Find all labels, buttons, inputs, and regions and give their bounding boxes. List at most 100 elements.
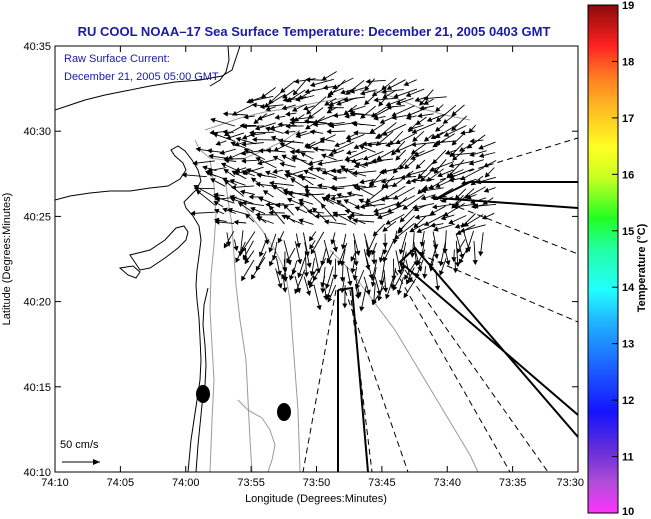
- current-vector-head: [329, 184, 335, 191]
- current-vector-head: [365, 252, 371, 258]
- current-vector-head: [399, 174, 406, 181]
- current-vector: [224, 180, 244, 197]
- current-vector-head: [309, 81, 316, 88]
- current-vector-head: [250, 274, 256, 280]
- current-vector-head: [332, 246, 338, 253]
- current-vector-head: [364, 85, 370, 92]
- current-vector-head: [326, 257, 332, 264]
- current-vector: [382, 123, 407, 136]
- x-tick-label: 73:30: [556, 477, 584, 489]
- current-vector-head: [484, 172, 491, 178]
- colorbar-tick-label: 16: [622, 169, 634, 181]
- current-vector: [191, 211, 216, 214]
- colorbar-tick-label: 14: [622, 282, 635, 294]
- current-vector-head: [289, 120, 295, 126]
- current-vector-head: [242, 254, 248, 261]
- current-vector: [329, 122, 355, 127]
- current-vector-head: [349, 111, 355, 117]
- current-vector-head: [395, 147, 401, 153]
- current-vector-head: [359, 203, 365, 210]
- map-layer: [55, 46, 578, 472]
- current-vector-head: [207, 171, 213, 177]
- current-vector-head: [257, 160, 263, 166]
- current-vector-head: [248, 97, 254, 104]
- current-vector-head: [227, 207, 233, 213]
- current-vector-head: [258, 148, 264, 154]
- current-vector-head: [251, 136, 257, 143]
- current-vector-head: [265, 148, 272, 154]
- current-vector-head: [478, 152, 485, 159]
- current-vector: [454, 188, 475, 207]
- current-vector-head: [293, 78, 300, 84]
- current-vector-head: [272, 168, 278, 175]
- current-vector-head: [332, 274, 338, 280]
- y-tick-label: 40:30: [23, 126, 51, 138]
- inlet-shore-2: [118, 265, 141, 279]
- current-vector-head: [269, 125, 276, 131]
- current-vector-head: [305, 77, 311, 83]
- current-vector-head: [255, 212, 261, 218]
- current-vector-head: [274, 114, 280, 120]
- current-vector-head: [219, 149, 225, 156]
- current-vector: [288, 192, 314, 195]
- coastline: [55, 145, 202, 472]
- current-vector-head: [458, 258, 464, 265]
- current-vector-head: [382, 226, 388, 232]
- current-vector-head: [308, 235, 314, 242]
- current-vector-head: [296, 259, 303, 265]
- current-vector: [449, 168, 474, 179]
- current-vector-head: [284, 169, 290, 175]
- current-vector-head: [324, 100, 330, 106]
- current-vector: [241, 231, 256, 252]
- current-vector-head: [469, 138, 475, 144]
- current-vector-head: [303, 184, 309, 191]
- current-vector-head: [233, 219, 239, 225]
- current-vector-head: [386, 104, 392, 110]
- current-vector-head: [468, 160, 475, 166]
- y-tick-label: 40:20: [23, 297, 51, 309]
- current-vector-head: [323, 295, 329, 301]
- current-vector-head: [410, 155, 416, 161]
- y-tick-label: 40:10: [23, 467, 51, 479]
- current-vector: [196, 190, 216, 206]
- current-vector-head: [212, 132, 219, 138]
- current-vector-head: [250, 206, 256, 212]
- scale-label: 50 cm/s: [60, 439, 99, 451]
- current-vector-head: [245, 213, 251, 219]
- current-vector-head: [320, 203, 327, 209]
- x-tick-label: 74:05: [107, 477, 135, 489]
- current-vector-head: [413, 222, 419, 229]
- colorbar-tick-label: 12: [622, 395, 634, 407]
- current-vector-head: [213, 195, 219, 201]
- current-vector-head: [456, 248, 462, 254]
- current-vector-head: [454, 262, 461, 268]
- current-vector-head: [277, 138, 284, 144]
- current-vector-head: [281, 105, 288, 111]
- current-vector: [313, 284, 321, 310]
- current-vector-head: [381, 168, 388, 174]
- current-vector-head: [379, 280, 385, 286]
- current-vector-head: [426, 117, 433, 123]
- current-vector-head: [473, 203, 479, 209]
- current-vector-head: [220, 162, 227, 168]
- current-vector-head: [352, 121, 358, 127]
- current-vector-head: [430, 222, 436, 228]
- current-vector-head: [365, 78, 371, 85]
- current-vector-head: [412, 204, 418, 210]
- current-vector-head: [317, 160, 323, 167]
- colorbar: [587, 4, 619, 514]
- current-vector-head: [340, 165, 346, 171]
- current-vector-head: [345, 137, 352, 143]
- current-vector: [304, 242, 311, 268]
- current-vector-head: [316, 183, 323, 189]
- current-vector-head: [303, 118, 309, 125]
- current-vector-head: [454, 194, 461, 200]
- x-tick-label: 74:10: [41, 477, 69, 489]
- current-vector-head: [336, 100, 342, 106]
- current-vector-head: [262, 190, 269, 196]
- current-vector-head: [361, 141, 367, 147]
- current-vector: [332, 211, 357, 225]
- current-vector-head: [286, 197, 293, 203]
- current-vector-head: [441, 197, 447, 203]
- current-vector-head: [460, 130, 466, 136]
